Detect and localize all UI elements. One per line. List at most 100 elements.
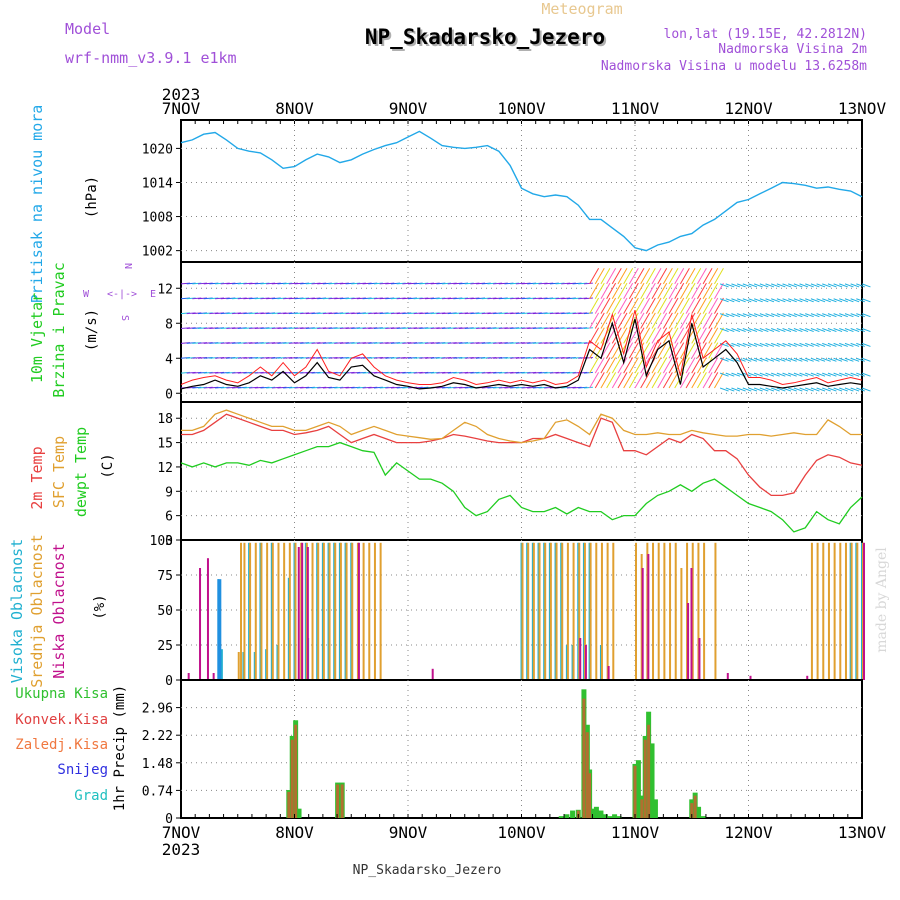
wind-barb — [799, 372, 809, 377]
wind-barb — [668, 372, 679, 389]
mid-cloud-bar — [606, 542, 609, 680]
wind-barb — [600, 297, 611, 314]
total-precip-bar — [607, 816, 613, 818]
wind-barb — [736, 387, 746, 392]
wind-barb — [651, 357, 662, 374]
precip-panel: 0 0.74 1.48 2.22 2.96 — [142, 679, 863, 827]
wind-barb — [850, 342, 860, 347]
high-cloud-bar — [220, 649, 223, 680]
wind-barb — [776, 313, 786, 318]
temperature-ytick-label: 3 — [165, 534, 173, 549]
wind-barb — [776, 357, 786, 362]
wind-barb — [833, 357, 843, 362]
total-precip-bar — [652, 799, 658, 818]
wind-barb — [714, 372, 724, 389]
temperature-panel: 3 6 9 12 15 18 — [157, 401, 863, 549]
low-cloud-bar — [687, 603, 690, 680]
low-cloud-bar — [641, 568, 644, 680]
wind-barb — [702, 312, 713, 329]
wind-barb — [754, 357, 763, 362]
wind-barb — [719, 298, 729, 303]
precip-ytick-label: 0.74 — [142, 784, 173, 799]
wind-barb — [822, 298, 831, 303]
wind-barb — [634, 357, 645, 374]
mid-cloud-bar — [816, 542, 819, 680]
wind-barb — [674, 312, 685, 329]
wind-barb — [776, 387, 786, 392]
low-cloud-bar — [698, 638, 701, 680]
wind-barb — [759, 357, 769, 362]
mid-cloud-bar — [827, 542, 830, 680]
temp2m-title: 2m Temp — [28, 446, 46, 509]
high-cloud-bar — [217, 579, 222, 680]
top-date-label: 8NOV — [275, 99, 314, 118]
wind-barb — [657, 268, 668, 285]
wind-barb — [696, 357, 707, 374]
wind-barb — [850, 357, 860, 362]
wind-barb — [589, 312, 600, 329]
wind-barb — [589, 268, 600, 285]
mid-cloud-bar — [669, 542, 672, 680]
wind-barb — [782, 357, 792, 362]
wind-barb — [708, 268, 719, 285]
wind-barb — [708, 372, 719, 389]
wind-barb — [617, 357, 628, 374]
wind-barb — [805, 387, 814, 392]
mid-cloud-bar — [600, 542, 603, 680]
mid-cloud-bar — [379, 542, 382, 680]
mid-cloud-bar — [260, 542, 263, 680]
wind-barb — [696, 312, 707, 329]
wind-barb — [583, 371, 593, 374]
wind-barb — [827, 372, 837, 377]
mid-cloud-bar — [294, 542, 297, 680]
altitude-text: Nadmorska Visina 2m — [718, 42, 867, 57]
legend-conv-precip: Konvek.Kisa — [15, 712, 108, 728]
wind-barb — [606, 372, 617, 389]
wind-barb — [611, 342, 622, 359]
mid-cloud-bar — [583, 542, 586, 680]
mid-cloud-bar — [549, 542, 552, 680]
wind-barb — [606, 357, 617, 374]
wind-barb — [839, 298, 848, 303]
temperature-ytick-label: 15 — [157, 437, 173, 452]
low-cloud-bar — [726, 673, 729, 680]
compass-rose-icon: W E N S <-|-> — [83, 263, 156, 321]
wind-barb — [651, 282, 662, 299]
wind-barb — [731, 298, 741, 303]
wind-barb — [856, 313, 865, 318]
wind-barb — [805, 328, 814, 333]
bottom-date-label: 13NOV — [838, 823, 887, 842]
wind-barb — [640, 282, 651, 299]
mid-cloud-bar — [237, 652, 240, 680]
bottom-date-label: 9NOV — [389, 823, 428, 842]
wind-barb — [589, 327, 600, 344]
mid-cloud-bar — [288, 542, 291, 680]
total-precip-bar — [635, 760, 641, 818]
conv-precip-bar — [633, 765, 637, 818]
mid-cloud-bar — [674, 542, 677, 680]
wind-barb — [679, 312, 690, 329]
wind-barb — [685, 357, 696, 374]
wind-barb — [759, 372, 769, 377]
total-precip-bar — [558, 816, 564, 818]
mid-cloud-bar — [243, 542, 246, 680]
wind-barb — [771, 372, 780, 377]
low-cloud-bar — [607, 666, 610, 680]
wind-barb — [742, 357, 752, 362]
wind-barb — [765, 387, 775, 392]
conv-precip-bar — [693, 795, 697, 818]
bottom-date-label: 7NOV — [162, 823, 201, 842]
wind-barb — [714, 327, 724, 344]
wind-barb — [731, 283, 741, 288]
wind-barb — [861, 283, 871, 288]
wind-barb — [714, 357, 724, 374]
wind-barb — [691, 327, 702, 344]
low-cloud-bar — [431, 668, 434, 680]
wind-barb — [662, 312, 673, 329]
wind-barb — [748, 313, 758, 318]
wind-barb — [844, 298, 854, 303]
wind-barb — [754, 313, 763, 318]
wind-barb — [651, 372, 662, 389]
wind-barb — [617, 312, 628, 329]
